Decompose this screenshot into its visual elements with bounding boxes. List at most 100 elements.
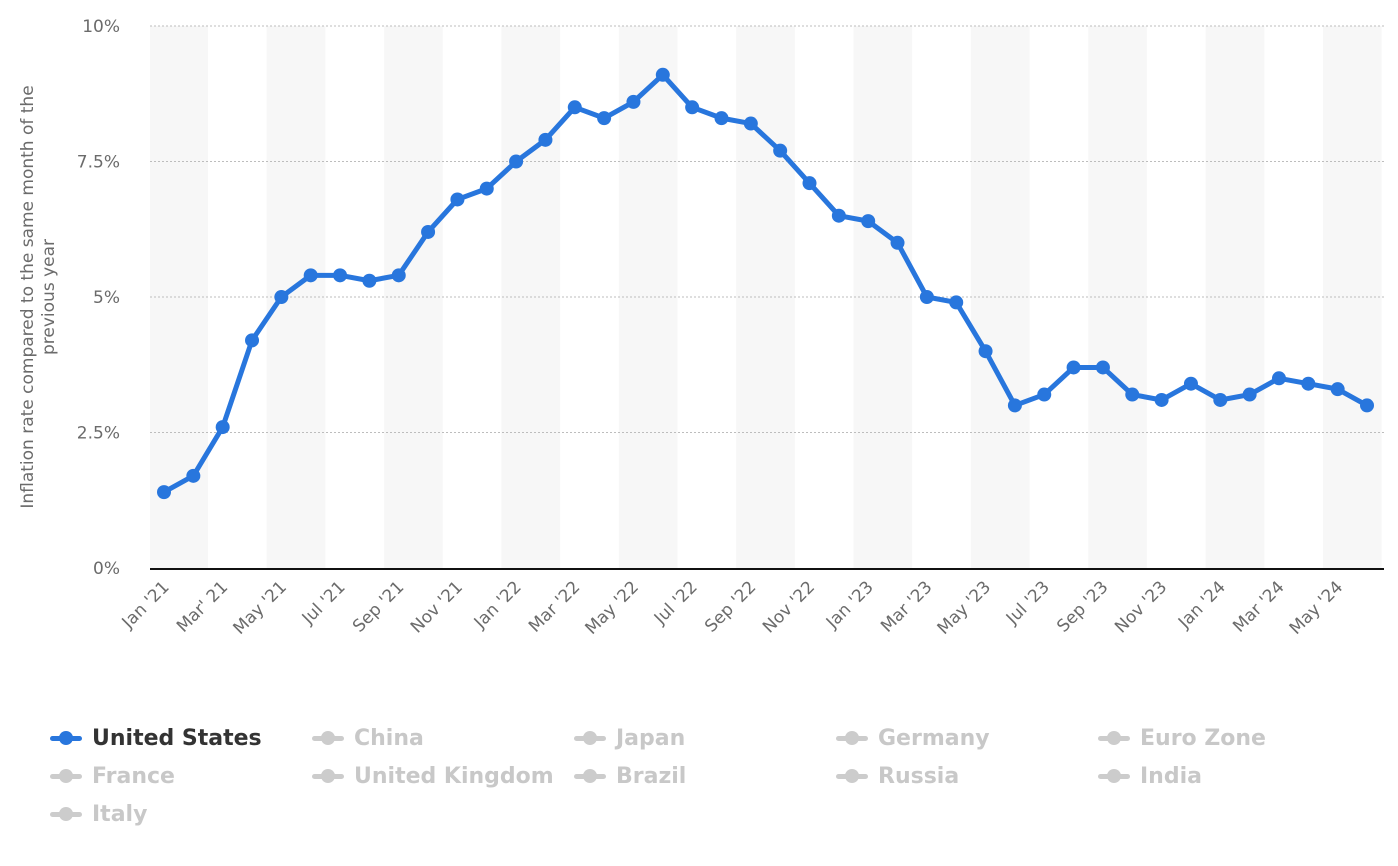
data-point — [186, 468, 201, 483]
column-band — [384, 26, 443, 568]
x-tick-label: Mar '23 — [877, 577, 936, 636]
data-point — [1301, 376, 1316, 391]
data-point — [1242, 387, 1257, 402]
data-point — [509, 154, 524, 169]
legend-label: United Kingdom — [354, 763, 554, 789]
y-tick-label: 0% — [93, 559, 120, 579]
data-point — [773, 143, 788, 158]
legend-marker-icon — [836, 766, 868, 786]
legend-item-japan[interactable]: Japan — [574, 719, 685, 757]
legend-label: India — [1140, 763, 1202, 789]
data-point — [1037, 387, 1052, 402]
y-axis-tick-labels: 0% 2.5% 5% 7.5% 10% — [77, 17, 120, 579]
legend-item-germany[interactable]: Germany — [836, 719, 990, 757]
legend-marker-icon — [1098, 728, 1130, 748]
data-point — [743, 116, 758, 131]
legend-label: United States — [92, 725, 262, 751]
legend-label: Germany — [878, 725, 990, 751]
data-point — [1213, 392, 1228, 407]
x-tick-label: May '22 — [582, 577, 643, 638]
legend-label: Russia — [878, 763, 960, 789]
data-point — [391, 268, 406, 283]
legend-item-united-kingdom[interactable]: United Kingdom — [312, 757, 554, 795]
y-tick-label: 2.5% — [77, 424, 120, 444]
data-point — [655, 67, 670, 82]
data-point — [978, 344, 993, 359]
data-point — [597, 111, 612, 126]
legend-marker-icon — [312, 728, 344, 748]
legend-marker-icon — [574, 766, 606, 786]
y-axis-title: Inflation rate compared to the same mont… — [18, 85, 59, 508]
y-tick-label: 10% — [82, 17, 120, 37]
x-tick-label: Jul '21 — [298, 577, 350, 629]
data-point — [1066, 360, 1081, 375]
data-point — [450, 192, 465, 207]
data-point — [890, 235, 905, 250]
data-point — [949, 295, 964, 310]
x-tick-label: May '24 — [1286, 577, 1347, 638]
y-gridlines — [150, 25, 1384, 433]
legend-item-russia[interactable]: Russia — [836, 757, 959, 795]
y-tick-label: 5% — [93, 288, 120, 308]
legend-label: Italy — [92, 801, 148, 827]
data-point — [362, 273, 377, 288]
x-tick-label: Nov '23 — [1111, 577, 1171, 637]
x-tick-label: May '23 — [934, 577, 995, 638]
legend-marker-icon — [836, 728, 868, 748]
data-point — [1360, 398, 1374, 413]
legend-item-china[interactable]: China — [312, 719, 424, 757]
legend-marker-icon — [50, 766, 82, 786]
data-point — [333, 268, 348, 283]
legend-item-united-states[interactable]: United States — [50, 719, 262, 757]
x-tick-label: Sep '21 — [349, 577, 408, 636]
x-tick-label: Mar' 21 — [173, 577, 232, 636]
data-point — [157, 485, 171, 500]
data-point — [479, 181, 494, 196]
legend-label: Brazil — [616, 763, 687, 789]
x-tick-label: May '21 — [229, 577, 290, 638]
x-tick-label: Sep '23 — [1053, 577, 1112, 636]
legend-item-brazil[interactable]: Brazil — [574, 757, 686, 795]
y-tick-label: 7.5% — [77, 153, 120, 173]
data-point — [303, 268, 318, 283]
legend-label: China — [354, 725, 424, 751]
data-point — [421, 224, 436, 239]
data-point — [1125, 387, 1140, 402]
x-tick-label: Jan '23 — [822, 577, 878, 633]
data-point — [215, 420, 230, 435]
legend-item-euro-zone[interactable]: Euro Zone — [1098, 719, 1266, 757]
column-band — [736, 26, 795, 568]
x-tick-label: Mar '24 — [1229, 577, 1288, 636]
data-point — [245, 333, 260, 348]
data-point — [831, 208, 846, 223]
data-point — [1007, 398, 1022, 413]
legend-label: France — [92, 763, 175, 789]
legend-item-france[interactable]: France — [50, 757, 175, 795]
legend-marker-icon — [1098, 766, 1130, 786]
data-point — [567, 100, 582, 115]
x-tick-label: Jul '23 — [1002, 577, 1054, 629]
data-point — [1271, 371, 1286, 386]
legend-item-italy[interactable]: Italy — [50, 795, 147, 833]
data-point — [1183, 376, 1198, 391]
data-point — [1095, 360, 1110, 375]
data-point — [802, 176, 817, 191]
x-tick-label: Sep '22 — [701, 577, 760, 636]
legend-marker-icon — [312, 766, 344, 786]
legend-marker-icon — [574, 728, 606, 748]
x-tick-label: Mar '22 — [525, 577, 584, 636]
x-tick-label: Jan '21 — [118, 577, 174, 633]
data-point — [919, 290, 934, 304]
legend-item-india[interactable]: India — [1098, 757, 1202, 795]
data-point — [274, 290, 289, 304]
x-tick-label: Jul '22 — [650, 577, 702, 629]
data-point — [714, 111, 729, 126]
data-point — [1330, 382, 1345, 397]
data-point — [685, 100, 700, 115]
x-tick-label: Nov '21 — [407, 577, 467, 637]
data-point — [538, 132, 553, 147]
x-tick-label: Jan '22 — [470, 577, 526, 633]
data-point — [861, 214, 876, 229]
